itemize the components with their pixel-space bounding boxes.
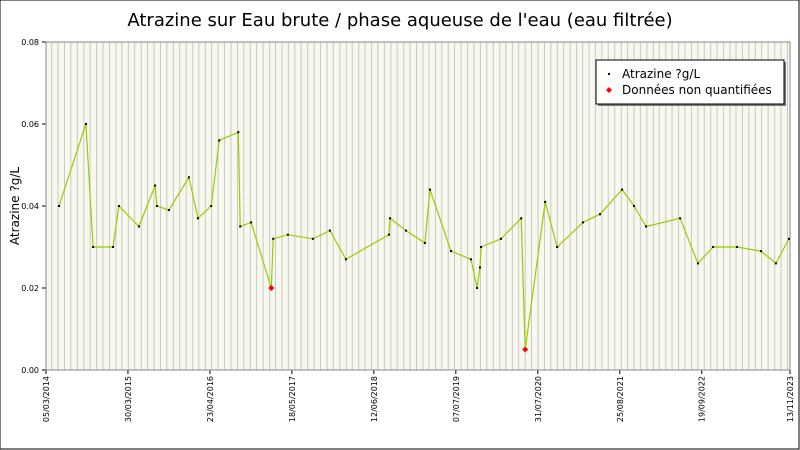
x-tick-label: 23/04/2016 [206, 376, 215, 422]
y-tick-label: 0.06 [21, 120, 39, 129]
data-point [645, 225, 648, 228]
data-point [84, 123, 87, 125]
y-tick-label: 0.00 [21, 366, 39, 375]
data-point [520, 217, 523, 220]
x-tick-label: 07/07/2019 [452, 376, 461, 422]
y-tick-label: 0.04 [21, 202, 39, 211]
data-point [479, 266, 481, 269]
y-tick-label: 0.02 [21, 284, 39, 293]
data-point [218, 139, 221, 142]
data-point [581, 221, 584, 224]
data-point [155, 205, 158, 207]
x-tick-label: 30/03/2015 [124, 376, 133, 422]
data-point [712, 246, 715, 248]
data-point [469, 258, 472, 261]
x-tick-label: 18/05/2017 [288, 376, 297, 422]
data-point [556, 246, 559, 248]
data-point [210, 205, 213, 207]
data-point [449, 250, 452, 253]
data-point [344, 258, 347, 261]
data-point [633, 205, 636, 207]
x-tick-label: 31/07/2020 [534, 376, 543, 422]
data-point [696, 262, 699, 265]
data-point [239, 225, 242, 228]
legend [595, 59, 785, 105]
chart-title: Atrazine sur Eau brute / phase aqueuse d… [127, 10, 672, 31]
data-point [112, 246, 115, 248]
data-point [679, 217, 682, 220]
x-tick-label: 19/09/2022 [698, 376, 707, 422]
data-point [480, 246, 483, 248]
data-point [286, 233, 289, 236]
data-point [92, 246, 95, 248]
legend-label: Atrazine ?g/L [622, 67, 700, 81]
data-point [311, 237, 314, 240]
data-point [428, 188, 431, 191]
data-point [621, 188, 624, 191]
data-point [328, 229, 331, 232]
plot-border [45, 41, 791, 371]
data-point [58, 205, 61, 207]
data-point [137, 225, 140, 228]
data-point [167, 209, 170, 212]
data-point [759, 250, 762, 253]
y-tick-label: 0.08 [21, 38, 39, 47]
data-point [237, 131, 240, 134]
x-tick-label: 05/03/2014 [42, 376, 51, 422]
data-point [187, 176, 190, 179]
data-point [272, 237, 275, 240]
data-point [476, 287, 479, 289]
data-point [774, 262, 777, 265]
data-point [500, 237, 503, 240]
y-axis-label: Atrazine ?g/L [8, 167, 22, 245]
data-point [250, 221, 253, 224]
data-point [196, 217, 199, 220]
data-point [423, 241, 426, 244]
legend-marker [608, 73, 610, 75]
unquantified-point [268, 285, 275, 291]
data-point [387, 233, 390, 236]
data-point [405, 229, 408, 232]
unquantified-point [522, 346, 529, 353]
data-point [154, 184, 157, 187]
data-point [117, 205, 120, 207]
x-tick-label: 12/06/2018 [370, 376, 379, 422]
data-point [599, 213, 602, 216]
data-point [389, 217, 392, 220]
x-tick-label: 25/08/2021 [616, 376, 625, 422]
data-point [544, 200, 547, 203]
data-point [736, 246, 739, 248]
data-point [787, 237, 790, 240]
legend-label: Données non quantifiées [622, 83, 772, 97]
x-tick-label: 13/11/2023 [786, 376, 795, 422]
legend-marker [606, 87, 612, 93]
